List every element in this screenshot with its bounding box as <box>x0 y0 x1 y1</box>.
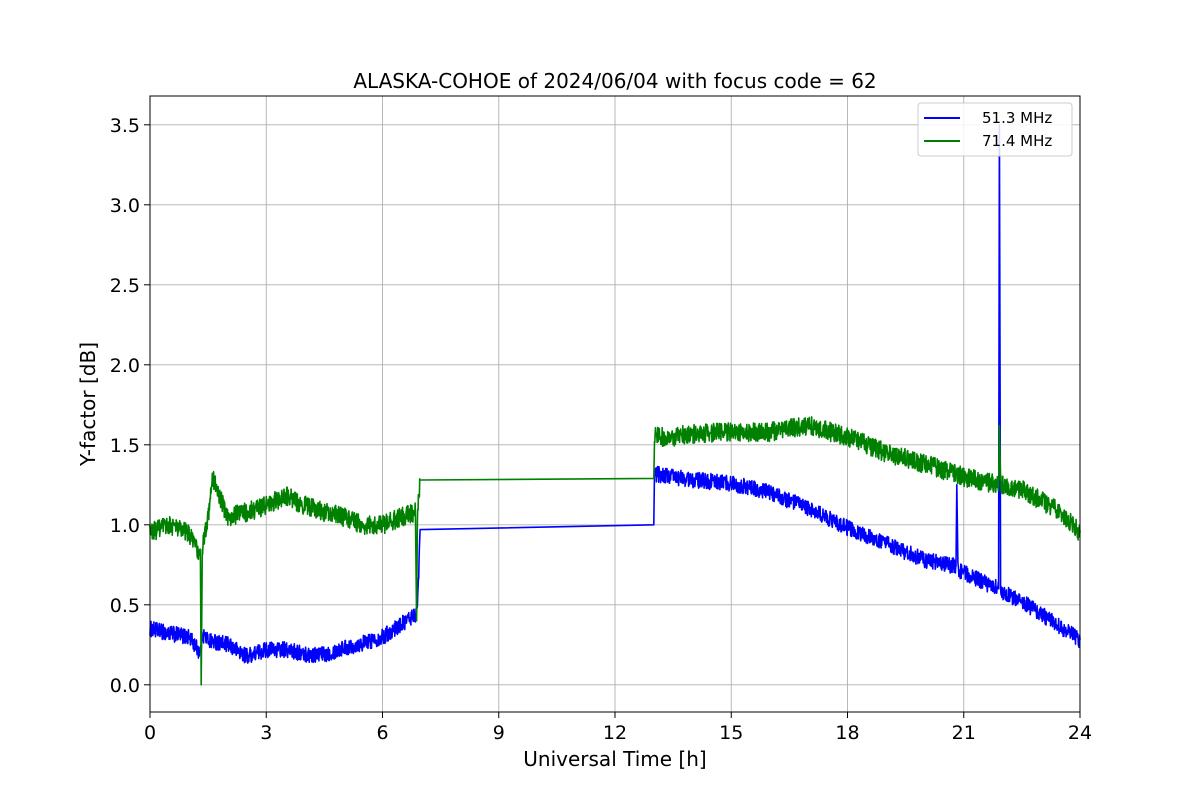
y-tick-label: 3.5 <box>110 115 140 137</box>
chart-title: ALASKA-COHOE of 2024/06/04 with focus co… <box>353 69 876 93</box>
y-tick-label: 1.5 <box>110 435 140 457</box>
x-tick-label: 24 <box>1068 722 1092 744</box>
x-tick-label: 15 <box>719 722 743 744</box>
y-tick-label: 0.5 <box>110 595 140 617</box>
legend-box <box>917 102 1073 157</box>
y-tick-label: 2.0 <box>110 355 140 377</box>
x-tick-label: 18 <box>835 722 859 744</box>
series-line-71mhz <box>149 416 1081 686</box>
legend-label-51mhz: 51.3 MHz <box>982 109 1052 127</box>
x-axis-ticks: 0 3 6 9 12 15 18 21 24 <box>144 712 1092 744</box>
legend-label-71mhz: 71.4 MHz <box>982 132 1052 150</box>
legend: 51.3 MHz 71.4 MHz <box>917 102 1073 157</box>
series-line-51mhz <box>149 124 1081 664</box>
x-axis-label: Universal Time [h] <box>523 747 706 771</box>
y-axis-label: Y-factor [dB] <box>76 342 100 467</box>
x-tick-label: 0 <box>144 722 156 744</box>
y-axis-ticks: 0.0 0.5 1.0 1.5 2.0 2.5 3.0 3.5 <box>110 115 150 697</box>
x-tick-label: 21 <box>952 722 976 744</box>
y-tick-label: 3.0 <box>110 195 140 217</box>
x-tick-label: 9 <box>493 722 505 744</box>
y-tick-label: 2.5 <box>110 275 140 297</box>
x-tick-label: 6 <box>376 722 388 744</box>
y-tick-label: 0.0 <box>110 675 140 697</box>
y-tick-label: 1.0 <box>110 515 140 537</box>
x-tick-label: 3 <box>260 722 272 744</box>
plot-lines <box>149 124 1081 686</box>
x-tick-label: 12 <box>603 722 627 744</box>
